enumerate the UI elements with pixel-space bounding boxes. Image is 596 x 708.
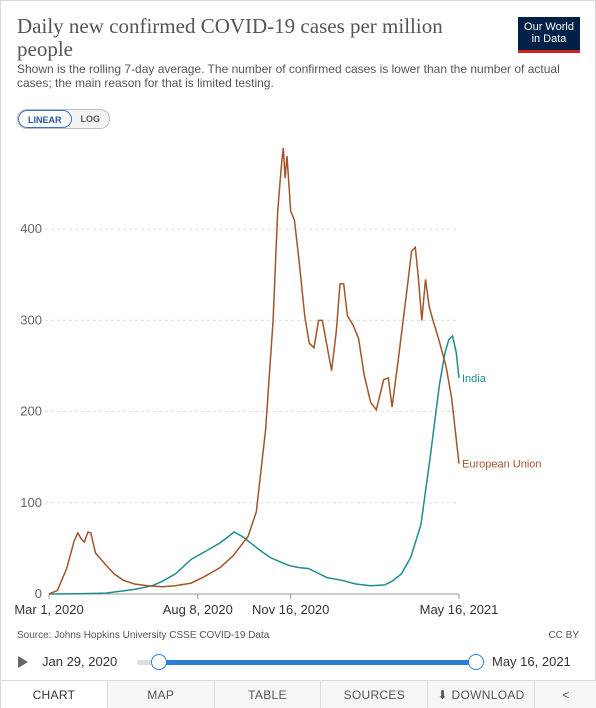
y-tick-label: 100 [20,495,42,510]
logo-line-2: in Data [531,33,567,45]
x-tick-label: Nov 16, 2020 [252,602,329,617]
tab-map[interactable]: MAP [108,681,215,708]
play-icon[interactable] [18,656,28,668]
x-tick-label: Aug 8, 2020 [163,602,233,617]
license-label[interactable]: CC BY [548,630,579,641]
logo-line-1: Our World [524,21,574,33]
tab-table[interactable]: TABLE [215,681,322,708]
timeline-start-handle[interactable] [151,654,167,670]
x-tick-label: Mar 1, 2020 [14,602,83,617]
grid-lines [45,228,459,504]
y-axis-ticks: 0 100 200 300 400 [20,221,42,601]
series-labels: India European Union [462,373,542,471]
chart-title: Daily new confirmed COVID-19 cases per m… [17,14,443,61]
timeline-selection [159,660,476,665]
x-tick-label: May 16, 2021 [420,602,499,617]
source-note: Source: Johns Hopkins University CSSE CO… [17,630,270,641]
tab-bar: CHART MAP TABLE SOURCES ⬇ DOWNLOAD < [1,680,596,708]
x-axis: Mar 1, 2020 Aug 8, 2020 Nov 16, 2020 May 16… [14,593,499,617]
chart-subtitle: Shown is the rolling 7-day average. The … [17,62,560,90]
scale-toggle[interactable]: LINEAR LOG [17,109,110,129]
y-tick-label: 400 [20,221,42,236]
tab-sources[interactable]: SOURCES [321,681,429,708]
timeline-end-handle[interactable] [468,654,484,670]
series-lines [48,147,460,595]
y-tick-label: 0 [35,586,42,601]
owid-logo[interactable]: Our World in Data [518,17,580,53]
y-tick-label: 200 [20,404,42,419]
linear-button[interactable]: LINEAR [18,110,72,128]
share-icon[interactable]: < [562,688,570,702]
y-tick-label: 300 [20,312,42,327]
series-line-european-union [48,147,460,595]
timeline-end-date: May 16, 2021 [492,654,571,669]
timeline: Jan 29, 2020 May 16, 2021 [1,650,596,674]
series-line-india [48,334,460,595]
tab-chart[interactable]: CHART [1,681,108,708]
tab-download[interactable]: ⬇ DOWNLOAD [428,681,535,708]
line-chart: 0 100 200 300 400 Mar 1, 2020 Aug 8, 2020 Nov … [14,147,542,617]
timeline-start-date: Jan 29, 2020 [42,654,118,669]
series-label: European Union [462,459,542,471]
series-label: India [462,373,487,385]
log-button[interactable]: LOG [71,110,109,128]
